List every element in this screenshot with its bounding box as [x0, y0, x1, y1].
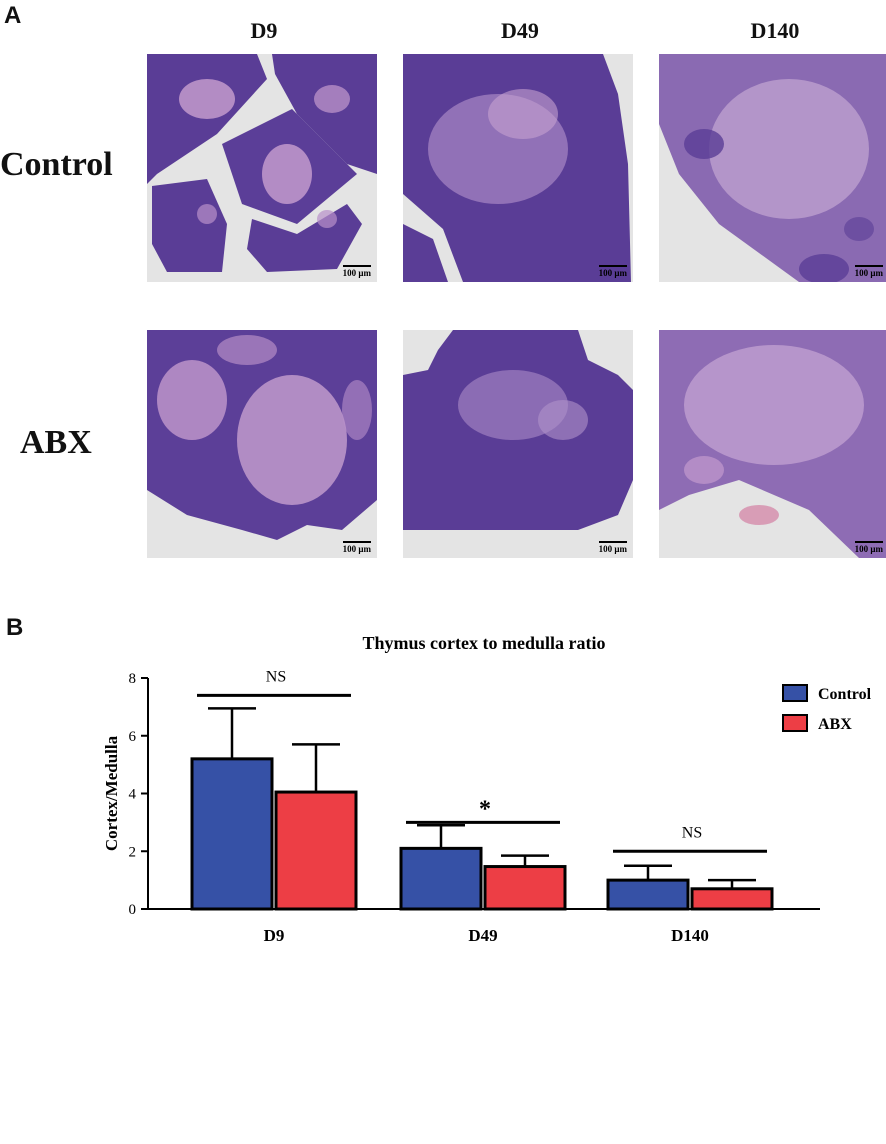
micrograph-abx-d49: 100 μm — [403, 330, 633, 558]
y-tick-label: 2 — [129, 844, 137, 860]
bar-control-d49 — [399, 846, 483, 911]
legend-swatch-control — [782, 684, 808, 702]
micrograph-abx-d9: 100 μm — [147, 330, 377, 558]
legend-swatch-abx — [782, 714, 808, 732]
x-tick-label: D140 — [671, 926, 709, 945]
scale-bar: 100 μm — [599, 265, 627, 278]
scale-label: 100 μm — [854, 544, 883, 554]
significance-label: NS — [682, 824, 702, 841]
micrograph-control-d49: 100 μm — [403, 54, 633, 282]
micrograph-abx-d49-image — [403, 330, 633, 558]
scale-label: 100 μm — [342, 268, 371, 278]
micrograph-abx-d9-image — [147, 330, 377, 558]
bar-abx-d140 — [690, 887, 774, 911]
scale-label: 100 μm — [598, 544, 627, 554]
y-tick-label: 0 — [129, 902, 137, 918]
bar-control-d140 — [606, 878, 690, 911]
scale-label: 100 μm — [854, 268, 883, 278]
chart-title: Thymus cortex to medulla ratio — [363, 633, 606, 653]
bar-chart: Thymus cortex to medulla ratio 0 2 4 6 8 Corte… — [0, 620, 886, 1139]
panel-b-letter: B — [6, 614, 24, 641]
scale-label: 100 μm — [342, 544, 371, 554]
scale-bar: 100 μm — [343, 541, 371, 554]
column-header-d140: D140 — [750, 18, 800, 43]
significance-label: * — [479, 796, 491, 822]
bar-abx-d49 — [483, 865, 567, 911]
micrograph-control-d9: 100 μm — [147, 54, 377, 282]
panel-a-letter: A — [4, 2, 22, 29]
scale-bar: 100 μm — [855, 265, 883, 278]
x-tick-label: D49 — [468, 926, 497, 945]
column-header-d9: D9 — [250, 18, 278, 43]
micrograph-abx-d140: 100 μm — [659, 330, 886, 558]
micrograph-control-d49-image — [403, 54, 633, 282]
scale-bar: 100 μm — [343, 265, 371, 278]
significance-label: NS — [266, 668, 286, 685]
bar-control-d9 — [190, 757, 274, 911]
column-header-d49: D49 — [501, 18, 539, 43]
y-tick-label: 8 — [129, 671, 137, 687]
row-header-control: Control — [0, 146, 113, 183]
micrograph-abx-d140-image — [659, 330, 886, 558]
scale-bar: 100 μm — [599, 541, 627, 554]
x-tick-label: D9 — [264, 926, 285, 945]
bar-abx-d9 — [274, 790, 358, 911]
y-tick-label: 6 — [129, 729, 137, 745]
y-tick-label: 4 — [129, 787, 137, 803]
chart-canvas: Thymus cortex to medulla ratio 0 2 4 6 8 Corte… — [102, 633, 872, 945]
row-header-abx: ABX — [20, 424, 92, 461]
legend-label-abx: ABX — [818, 716, 852, 733]
micrograph-control-d140: 100 μm — [659, 54, 886, 282]
legend-label-control: Control — [818, 686, 872, 703]
micrograph-control-d9-image — [147, 54, 377, 282]
y-axis-label: Cortex/Medulla — [102, 735, 121, 851]
micrograph-control-d140-image — [659, 54, 886, 282]
scale-bar: 100 μm — [855, 541, 883, 554]
scale-label: 100 μm — [598, 268, 627, 278]
